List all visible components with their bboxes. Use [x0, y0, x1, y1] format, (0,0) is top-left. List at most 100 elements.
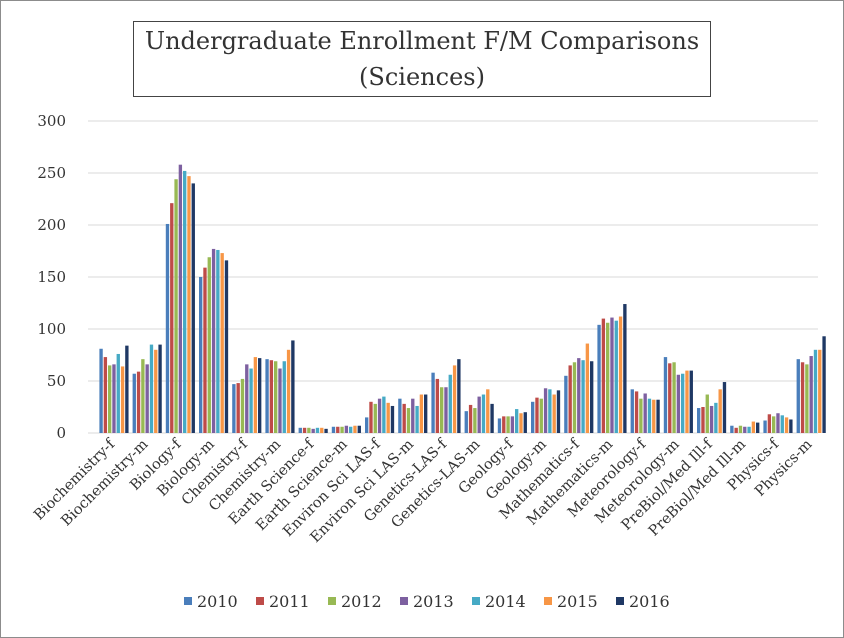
- bar: [183, 170, 187, 434]
- bar: [369, 401, 373, 433]
- bar: [734, 427, 738, 433]
- chart-title-line1: Undergraduate Enrollment F/M Comparisons: [144, 27, 700, 55]
- bars: [99, 164, 826, 434]
- bar: [784, 417, 789, 433]
- bar: [411, 398, 415, 433]
- bar: [730, 425, 734, 433]
- bar: [269, 360, 274, 433]
- bar: [149, 344, 154, 433]
- bar: [685, 370, 689, 433]
- bar: [464, 411, 468, 433]
- bar: [165, 223, 170, 433]
- bar: [448, 374, 452, 433]
- bar: [344, 425, 349, 433]
- bar: [552, 394, 556, 433]
- legend-swatch: [544, 597, 552, 605]
- bar: [709, 405, 714, 433]
- bar: [236, 383, 240, 433]
- bar: [543, 388, 548, 433]
- chart-title-box: Undergraduate Enrollment F/M Comparisons…: [133, 21, 711, 97]
- legend: 2010 2011 2012 2013 2014 2015 2016: [184, 592, 670, 611]
- bar: [132, 373, 136, 433]
- bar: [490, 403, 494, 433]
- bar: [291, 340, 295, 433]
- bar: [473, 408, 477, 433]
- bar: [349, 426, 353, 433]
- bar: [468, 404, 473, 433]
- bar: [386, 402, 390, 433]
- bar: [125, 345, 129, 433]
- legend-label: 2011: [269, 592, 310, 611]
- bar: [614, 320, 618, 433]
- bar: [211, 248, 216, 433]
- bar: [572, 362, 577, 433]
- bar: [502, 416, 506, 433]
- bar: [643, 393, 647, 433]
- bar: [336, 426, 340, 433]
- bar: [390, 405, 395, 433]
- legend-label: 2013: [413, 592, 454, 611]
- bar: [656, 399, 660, 433]
- bar: [539, 398, 543, 433]
- bar: [751, 421, 756, 433]
- bar: [535, 397, 539, 433]
- bar: [805, 364, 809, 433]
- bar: [232, 384, 236, 433]
- bar: [245, 364, 249, 433]
- bar: [581, 360, 585, 433]
- bar: [506, 416, 510, 433]
- bar: [714, 402, 718, 433]
- bar: [174, 179, 178, 433]
- bar: [282, 361, 286, 433]
- bar: [178, 164, 183, 433]
- bar: [780, 415, 784, 433]
- bar: [672, 362, 676, 433]
- bar: [531, 401, 535, 433]
- bar: [253, 357, 258, 433]
- legend-label: 2014: [485, 592, 526, 611]
- bar: [224, 260, 229, 433]
- bar: [634, 391, 639, 433]
- legend-swatch: [184, 597, 192, 605]
- bar: [340, 426, 344, 433]
- bar: [789, 419, 793, 433]
- bar: [382, 396, 386, 433]
- bar: [187, 176, 191, 433]
- bar: [705, 394, 709, 433]
- bar: [406, 408, 411, 433]
- bar: [398, 398, 402, 433]
- bar: [154, 349, 158, 433]
- y-tick-label: 300: [37, 112, 66, 130]
- legend-label: 2012: [341, 592, 382, 611]
- legend-swatch: [328, 597, 336, 605]
- bar: [606, 322, 610, 433]
- bar: [141, 359, 145, 433]
- bar: [320, 427, 324, 433]
- bar: [216, 249, 220, 433]
- bar: [756, 422, 760, 433]
- bar: [373, 403, 377, 433]
- bar: [630, 389, 634, 433]
- bar: [452, 365, 457, 433]
- bar: [663, 357, 668, 433]
- bar: [597, 324, 601, 433]
- bar: [258, 358, 262, 433]
- bar: [676, 374, 681, 433]
- bar: [818, 349, 822, 433]
- legend-swatch: [256, 597, 264, 605]
- bar: [112, 364, 116, 433]
- bar: [431, 372, 435, 433]
- legend-label: 2010: [197, 592, 238, 611]
- bar: [639, 398, 643, 433]
- bar: [240, 378, 245, 433]
- bar: [278, 368, 282, 433]
- bar: [365, 417, 369, 433]
- bar: [158, 344, 162, 433]
- bar: [697, 408, 701, 433]
- bar: [298, 427, 302, 433]
- bar: [265, 359, 269, 433]
- bar: [99, 348, 103, 433]
- bar: [722, 382, 727, 433]
- legend-label: 2016: [629, 592, 670, 611]
- bar: [497, 418, 502, 433]
